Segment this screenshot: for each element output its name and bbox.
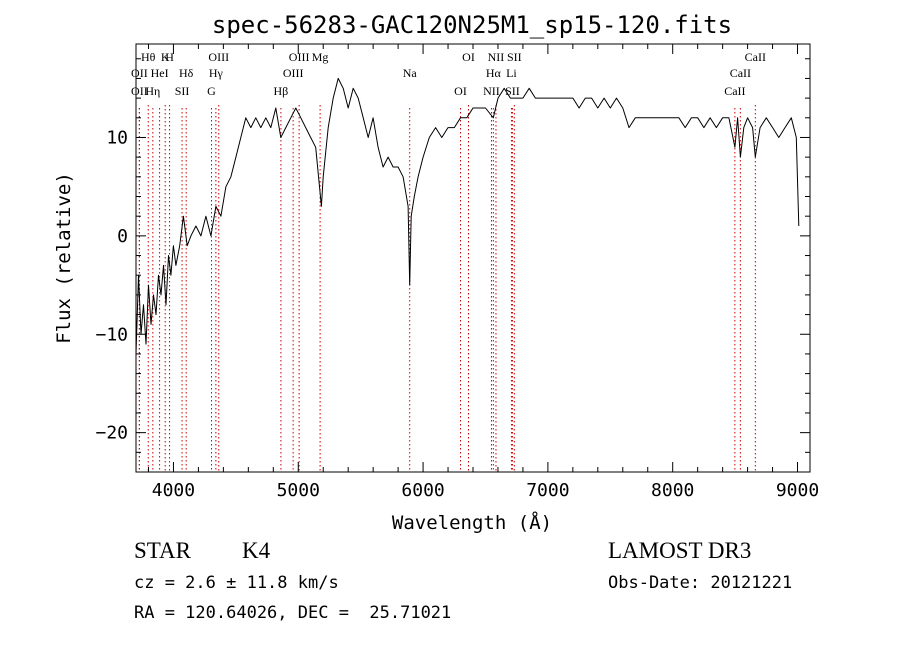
line-label: Li: [506, 66, 517, 80]
line-label: SII: [505, 84, 520, 98]
spectrum-series: [135, 77, 800, 354]
x-tick-label: 8000: [651, 480, 694, 501]
line-label: Hδ: [179, 66, 194, 80]
x-axis: 4000 5000 6000 7000 8000 9000: [147, 44, 819, 501]
object-subclass: K4: [242, 538, 271, 563]
x-axis-label: Wavelength (Å): [392, 511, 552, 534]
line-label: Hγ: [209, 66, 224, 80]
y-axis-label: Flux (relative): [53, 172, 75, 344]
line-label: Na: [403, 66, 418, 80]
coordinates: RA = 120.64026, DEC = 25.71021: [134, 603, 452, 623]
line-label: CaII: [724, 84, 745, 98]
line-label: OIII: [283, 66, 304, 80]
line-label: SII: [507, 50, 522, 64]
line-label: OIII: [208, 50, 229, 64]
line-label: Hθ: [141, 50, 156, 64]
y-tick-label: 10: [106, 127, 128, 148]
line-label: Hη: [145, 84, 160, 98]
y-tick-label: −10: [95, 324, 128, 345]
x-tick-label: 7000: [526, 480, 569, 501]
x-tick-label: 9000: [776, 480, 819, 501]
spectrum-line: [135, 77, 800, 354]
observation-date: Obs-Date: 20121221: [608, 573, 793, 593]
line-label: NII: [483, 84, 500, 98]
line-label: SII: [175, 84, 190, 98]
object-class: STAR: [134, 538, 191, 563]
line-label: NII: [488, 50, 505, 64]
line-label: Mg: [312, 50, 329, 64]
y-axis: −20 −10 0 10: [95, 58, 810, 473]
line-label: K: [161, 50, 170, 64]
line-label: G: [207, 84, 216, 98]
line-label: Hα: [486, 66, 502, 80]
line-label: Hβ: [274, 84, 289, 98]
chart-title: spec-56283-GAC120N25M1_sp15-120.fits: [212, 11, 732, 39]
x-tick-label: 6000: [401, 480, 444, 501]
y-tick-label: 0: [117, 226, 128, 247]
line-label: OI: [462, 50, 475, 64]
line-label: H: [165, 50, 174, 64]
line-label: OI: [454, 84, 467, 98]
line-label: OII: [131, 66, 148, 80]
line-label: HeI: [151, 66, 169, 80]
line-label: CaII: [745, 50, 766, 64]
x-tick-label: 4000: [152, 480, 195, 501]
line-label: CaII: [730, 66, 751, 80]
line-label: OIII: [289, 50, 310, 64]
spectral-line-markers: Hθ OII OII K HeI Hη H Hδ SII OIII Hγ G OIII OIII Hβ Mg N…: [131, 50, 766, 472]
y-tick-label: −20: [95, 423, 128, 444]
redshift-cz: cz = 2.6 ± 11.8 km/s: [134, 573, 339, 593]
x-tick-label: 5000: [277, 480, 320, 501]
survey-name: LAMOST DR3: [608, 538, 752, 563]
line-label: OII: [131, 84, 148, 98]
